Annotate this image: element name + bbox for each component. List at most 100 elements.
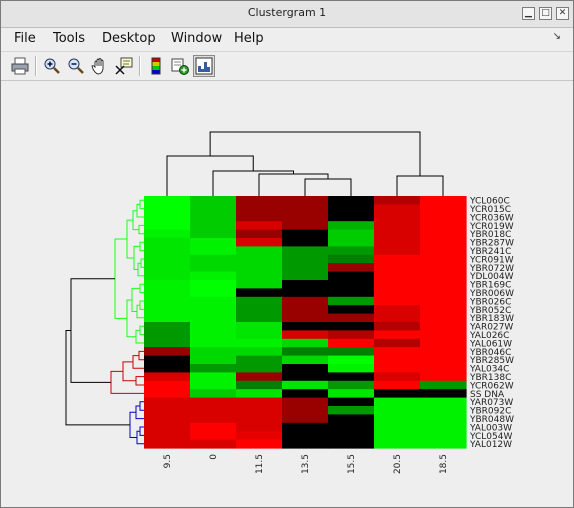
heatmap-cell[interactable] [374, 305, 421, 315]
heatmap-cell[interactable] [282, 406, 329, 415]
heatmap-cell[interactable] [328, 263, 375, 273]
heatmap-cell[interactable] [420, 288, 467, 298]
heatmap-cell[interactable] [420, 422, 467, 432]
heatmap-cell[interactable] [144, 380, 191, 390]
heatmap-cell[interactable] [144, 288, 191, 298]
heatmap-cell[interactable] [282, 246, 329, 256]
heatmap-cell[interactable] [144, 347, 191, 357]
heatmap-cell[interactable] [282, 313, 329, 323]
heatmap-cell[interactable] [420, 246, 467, 256]
heatmap-cell[interactable] [190, 246, 237, 256]
heatmap-cell[interactable] [420, 280, 467, 289]
heatmap-cell[interactable] [374, 204, 421, 214]
heatmap-cell[interactable] [144, 296, 191, 306]
insert-dendrogram-icon[interactable] [169, 55, 191, 77]
heatmap-cell[interactable] [328, 238, 375, 247]
heatmap-cell[interactable] [236, 322, 283, 331]
heatmap-cell[interactable] [144, 397, 191, 407]
heatmap-cell[interactable] [144, 271, 191, 281]
heatmap-cell[interactable] [282, 338, 329, 348]
heatmap-cell[interactable] [236, 296, 283, 306]
heatmap-cell[interactable] [420, 330, 467, 340]
close-icon[interactable]: ✕ [556, 7, 569, 20]
heatmap-cell[interactable] [190, 288, 237, 298]
heatmap-cell[interactable] [282, 238, 329, 247]
heatmap-cell[interactable] [374, 389, 421, 399]
heatmap-cell[interactable] [374, 246, 421, 256]
heatmap-cell[interactable] [420, 296, 467, 306]
heatmap-cell[interactable] [282, 355, 329, 365]
heatmap-cell[interactable] [328, 288, 375, 298]
heatmap-cell[interactable] [144, 204, 191, 214]
heatmap-cell[interactable] [374, 313, 421, 323]
heatmap-cell[interactable] [420, 431, 467, 441]
heatmap-cell[interactable] [374, 372, 421, 382]
pan-hand-icon[interactable] [89, 55, 111, 77]
heatmap-cell[interactable] [282, 347, 329, 357]
colorbar-icon[interactable] [145, 55, 167, 77]
heatmap-cell[interactable] [190, 439, 237, 449]
minimize-icon[interactable]: ▁ [522, 7, 535, 20]
heatmap-cell[interactable] [282, 414, 329, 424]
heatmap-cell[interactable] [420, 263, 467, 273]
heatmap-cell[interactable] [374, 296, 421, 306]
heatmap-cell[interactable] [236, 280, 283, 289]
clustergram-view-icon[interactable] [193, 55, 215, 77]
heatmap-cell[interactable] [190, 330, 237, 340]
heatmap-cell[interactable] [190, 238, 237, 247]
heatmap-cell[interactable] [374, 414, 421, 424]
heatmap-cell[interactable] [144, 246, 191, 256]
heatmap-cell[interactable] [282, 271, 329, 281]
heatmap-cell[interactable] [420, 439, 467, 449]
title-bar[interactable]: Clustergram 1 ▁ □ ✕ [1, 1, 573, 28]
heatmap-cell[interactable] [420, 355, 467, 365]
heatmap-cell[interactable] [374, 288, 421, 298]
heatmap-cell[interactable] [374, 397, 421, 407]
heatmap-cell[interactable] [328, 338, 375, 348]
heatmap-cell[interactable] [236, 364, 283, 373]
heatmap-cell[interactable] [374, 271, 421, 281]
heatmap-cell[interactable] [236, 271, 283, 281]
heatmap-cell[interactable] [420, 212, 467, 222]
heatmap-cell[interactable] [282, 422, 329, 432]
heatmap-cell[interactable] [420, 406, 467, 415]
heatmap-cell[interactable] [328, 196, 375, 205]
heatmap-cell[interactable] [282, 229, 329, 239]
heatmap-cell[interactable] [190, 212, 237, 222]
heatmap-cell[interactable] [328, 406, 375, 415]
heatmap-cell[interactable] [190, 322, 237, 331]
heatmap-cell[interactable] [328, 389, 375, 399]
heatmap[interactable] [144, 196, 467, 449]
heatmap-cell[interactable] [190, 221, 237, 231]
zoom-out-icon[interactable] [65, 55, 87, 77]
data-cursor-icon[interactable] [113, 55, 135, 77]
heatmap-cell[interactable] [144, 229, 191, 239]
heatmap-cell[interactable] [236, 347, 283, 357]
heatmap-cell[interactable] [374, 263, 421, 273]
heatmap-cell[interactable] [236, 254, 283, 264]
heatmap-cell[interactable] [328, 254, 375, 264]
heatmap-cell[interactable] [144, 254, 191, 264]
heatmap-cell[interactable] [328, 305, 375, 315]
heatmap-cell[interactable] [328, 296, 375, 306]
heatmap-cell[interactable] [144, 196, 191, 205]
heatmap-cell[interactable] [144, 305, 191, 315]
heatmap-cell[interactable] [282, 212, 329, 222]
heatmap-cell[interactable] [282, 397, 329, 407]
heatmap-cell[interactable] [374, 347, 421, 357]
heatmap-cell[interactable] [374, 406, 421, 415]
heatmap-cell[interactable] [420, 238, 467, 247]
heatmap-cell[interactable] [190, 397, 237, 407]
heatmap-cell[interactable] [190, 280, 237, 289]
heatmap-cell[interactable] [236, 414, 283, 424]
heatmap-cell[interactable] [282, 280, 329, 289]
heatmap-cell[interactable] [282, 305, 329, 315]
heatmap-cell[interactable] [420, 347, 467, 357]
heatmap-cell[interactable] [144, 422, 191, 432]
menu-desktop[interactable]: Desktop [102, 31, 156, 46]
heatmap-cell[interactable] [190, 254, 237, 264]
heatmap-cell[interactable] [374, 330, 421, 340]
heatmap-cell[interactable] [282, 364, 329, 373]
heatmap-cell[interactable] [328, 414, 375, 424]
heatmap-cell[interactable] [190, 305, 237, 315]
